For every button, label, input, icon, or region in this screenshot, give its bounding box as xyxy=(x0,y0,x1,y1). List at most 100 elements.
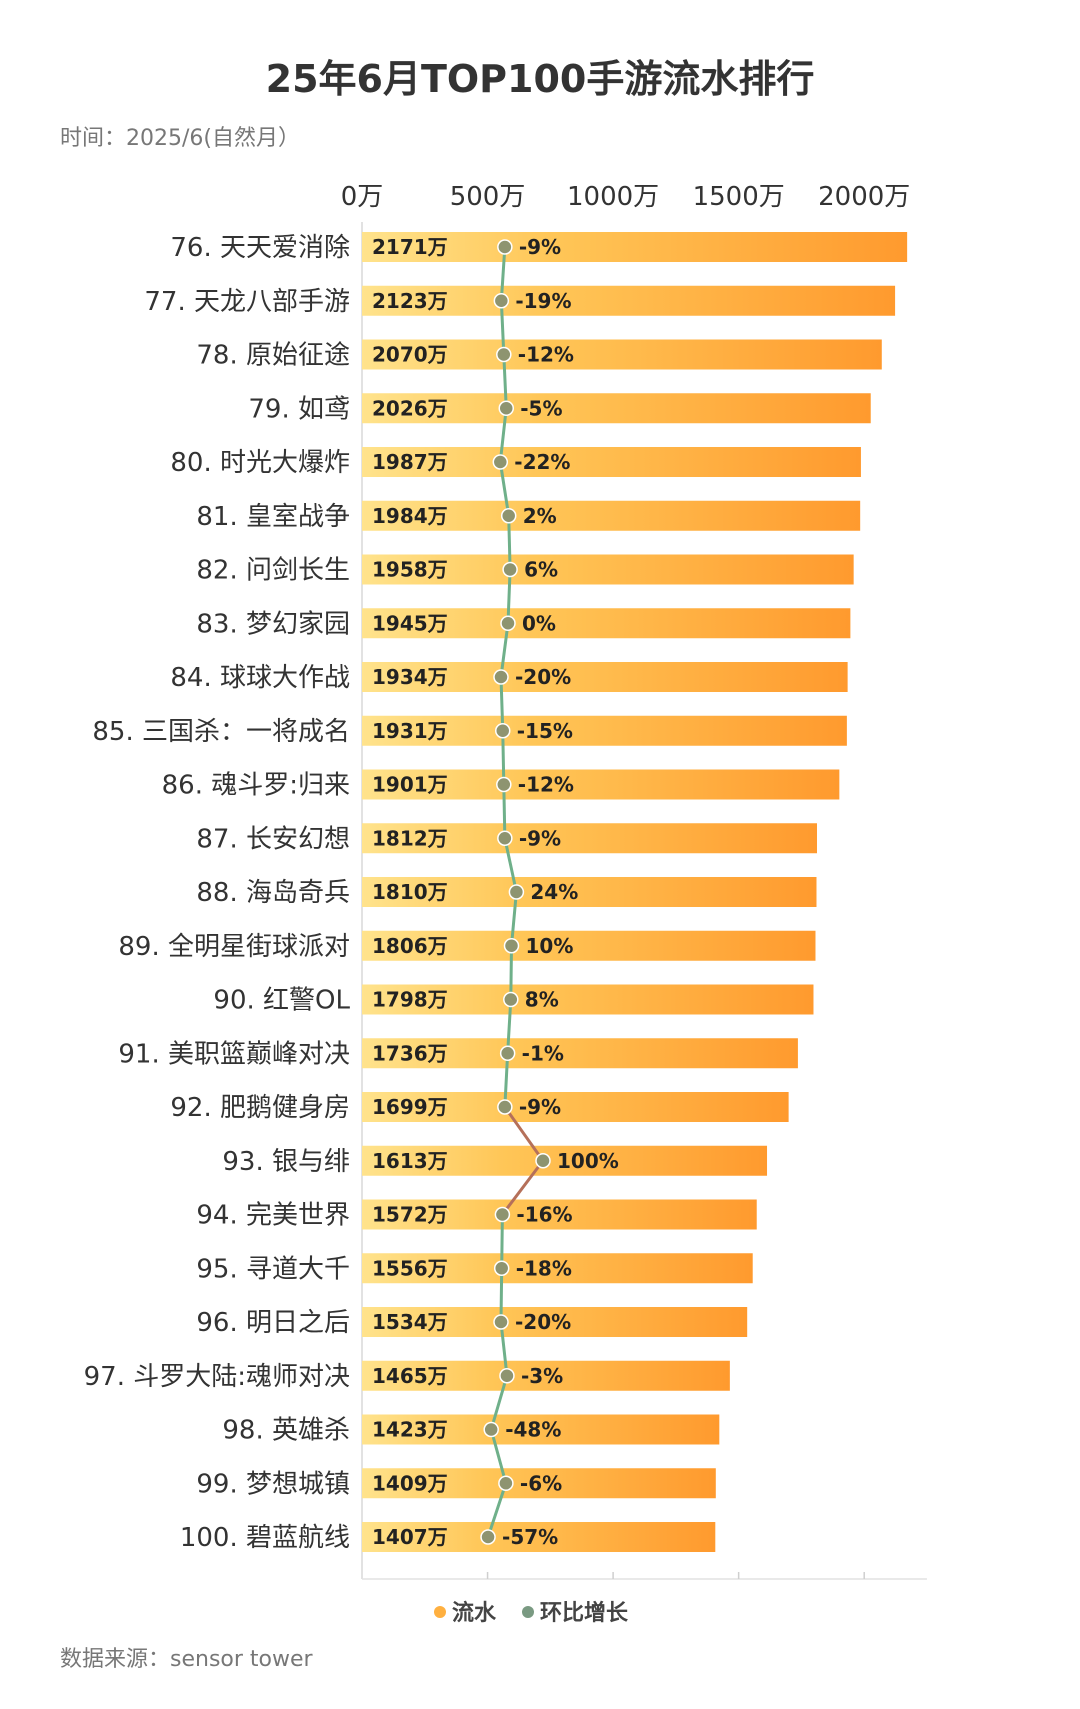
bar xyxy=(362,1253,753,1284)
bar-value-label: 2171万 xyxy=(372,235,448,259)
bar xyxy=(362,1038,798,1069)
growth-value-label: -5% xyxy=(520,396,562,420)
x-axis-ticks: 0万 500万 1000万 1500万 2000万 xyxy=(341,182,911,212)
category-label: 99. 梦想城镇 xyxy=(196,1469,350,1499)
bar-value-label: 1810万 xyxy=(372,880,448,904)
growth-value-label: 100% xyxy=(557,1149,619,1173)
growth-point xyxy=(508,884,525,900)
growth-value-label: -1% xyxy=(522,1041,564,1065)
growth-point xyxy=(502,561,518,578)
chart-title: 25年6月TOP100手游流水排行 xyxy=(266,57,815,101)
bar-value-label: 2123万 xyxy=(372,289,448,313)
bar-value-label: 1423万 xyxy=(372,1418,448,1442)
growth-line-segment xyxy=(489,1374,509,1431)
growth-point xyxy=(495,723,511,739)
x-tick-label: 1000万 xyxy=(567,182,659,212)
category-label: 95. 寻道大千 xyxy=(196,1254,350,1284)
bar-value-label: 1534万 xyxy=(372,1310,448,1334)
category-label: 92. 肥鹅健身房 xyxy=(170,1093,350,1123)
bar-value-label: 1556万 xyxy=(372,1256,448,1280)
bar-value-label: 1613万 xyxy=(372,1149,448,1173)
bar xyxy=(362,285,896,316)
growth-point xyxy=(497,830,513,846)
growth-point xyxy=(493,293,510,309)
bar xyxy=(362,877,817,907)
growth-value-label: -20% xyxy=(515,665,571,689)
growth-value-label: 2% xyxy=(523,504,557,528)
bar xyxy=(362,1360,730,1391)
bar xyxy=(362,823,817,854)
legend-label-growth: 环比增长 xyxy=(540,1600,629,1626)
category-label: 90. 红警OL xyxy=(213,986,350,1016)
category-label: 91. 美职篮巅峰对决 xyxy=(118,1039,350,1069)
bar-value-label: 1984万 xyxy=(372,504,448,528)
category-label: 87. 长安幻想 xyxy=(196,824,350,854)
bar-value-label: 1409万 xyxy=(372,1471,448,1495)
growth-point xyxy=(499,1045,516,1061)
legend-dot-growth xyxy=(522,1606,534,1618)
bar-value-label: 1958万 xyxy=(372,558,448,582)
bar xyxy=(362,1199,757,1230)
bar xyxy=(362,769,840,800)
category-label: 82. 问剑长生 xyxy=(196,556,350,586)
category-label: 85. 三国杀：一将成名 xyxy=(92,717,350,747)
growth-line-segment xyxy=(486,1481,508,1539)
bar-value-label: 1934万 xyxy=(372,665,448,689)
growth-point xyxy=(496,776,512,793)
growth-value-label: 24% xyxy=(530,880,578,904)
bar xyxy=(362,1414,720,1445)
growth-line-segment xyxy=(489,1428,508,1485)
growth-point xyxy=(483,1421,499,1438)
growth-line-segment xyxy=(503,836,518,894)
growth-value-label: -9% xyxy=(519,826,561,850)
category-label: 86. 魂斗罗:归来 xyxy=(162,771,350,801)
bar xyxy=(362,500,861,531)
bar xyxy=(362,447,861,477)
bar-value-label: 2026万 xyxy=(372,396,448,420)
growth-value-label: 8% xyxy=(525,988,559,1012)
growth-value-label: -48% xyxy=(505,1418,561,1442)
growth-point xyxy=(492,454,509,470)
x-tick-label: 2000万 xyxy=(818,182,910,212)
growth-point xyxy=(500,615,516,631)
bar xyxy=(362,339,882,370)
bar-value-label: 1736万 xyxy=(372,1041,448,1065)
growth-line-segment xyxy=(499,621,510,679)
legend-label-revenue: 流水 xyxy=(452,1600,497,1626)
category-label: 80. 时光大爆炸 xyxy=(170,448,350,478)
growth-line-segment xyxy=(509,944,513,1001)
bar-value-label: 1987万 xyxy=(372,450,448,474)
growth-value-label: -16% xyxy=(516,1203,572,1227)
category-labels: 76. 天天爱消除 77. 天龙八部手游 78. 原始征途 79. 如鸢 80. 时光大… xyxy=(84,233,351,1553)
growth-line-segment xyxy=(500,1159,545,1216)
growth-point xyxy=(494,1206,511,1223)
bar xyxy=(362,1145,768,1176)
growth-value-label: 10% xyxy=(526,934,574,958)
growth-point xyxy=(499,1368,515,1384)
growth-line-segment xyxy=(498,406,508,464)
growth-point xyxy=(493,1260,510,1276)
growth-line-segment xyxy=(502,783,507,840)
legend: 流水 环比增长 xyxy=(434,1600,629,1626)
growth-value-label: -12% xyxy=(518,773,574,797)
growth-line-segment xyxy=(500,1213,504,1270)
growth-line-segment xyxy=(510,890,518,948)
category-label: 94. 完美世界 xyxy=(196,1201,350,1231)
growth-value-label: -20% xyxy=(515,1310,571,1334)
growth-line-segment xyxy=(503,1051,510,1109)
bar xyxy=(362,930,816,961)
growth-line-segment xyxy=(498,460,511,518)
category-label: 81. 皇室战争 xyxy=(196,502,350,532)
bar xyxy=(362,608,851,639)
growth-line-segment xyxy=(499,299,506,356)
growth-point xyxy=(497,1099,513,1115)
growth-value-label: -9% xyxy=(519,1095,561,1119)
bar-value-label: 1931万 xyxy=(372,719,448,743)
growth-value-label: -15% xyxy=(517,719,573,743)
growth-value-label: -57% xyxy=(502,1525,558,1549)
growth-value-label: -18% xyxy=(516,1256,572,1280)
bar-value-label: 1699万 xyxy=(372,1095,448,1119)
legend-dot-revenue xyxy=(434,1606,446,1618)
growth-series: -9% -19% -12% -5% -22% 2% 6% 0% -20% -15% -12% -9% 2… xyxy=(480,235,619,1549)
growth-point xyxy=(503,991,519,1008)
